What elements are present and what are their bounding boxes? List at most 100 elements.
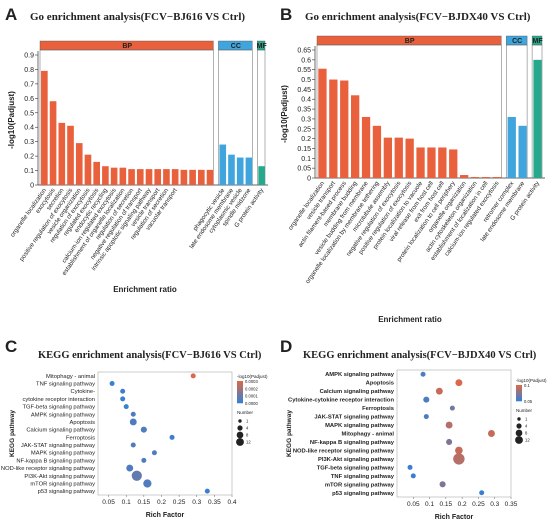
x-tick-label: 0.4 (227, 499, 236, 506)
chart-c: C KEGG enrichment analysis(FCV−BJ616 VS C… (1, 337, 268, 519)
data-point (140, 426, 147, 433)
y-tick-label: PI3K-Akt signaling pathway (318, 457, 395, 463)
data-point (130, 411, 136, 417)
bar (236, 157, 244, 185)
y-tick-label: 0.6 (24, 96, 34, 103)
color-legend-label: 0.0002 (245, 386, 258, 391)
data-point (479, 490, 485, 496)
y-tick-label: PI3K-Akt signaling pathway (24, 474, 95, 480)
bar (507, 116, 516, 178)
size-legend-label: 8 (525, 431, 528, 436)
bar (228, 154, 235, 185)
group-label: MF (532, 38, 543, 45)
size-legend-label: 12 (525, 438, 530, 443)
x-tick-label: 0.05 (102, 499, 115, 506)
y-tick-label: 0 (30, 183, 34, 190)
x-tick-label: 0.35 (505, 501, 518, 508)
bar (427, 147, 436, 178)
data-point (455, 446, 463, 455)
group-frame (257, 49, 266, 186)
bar (154, 169, 162, 185)
y-tick-label: JAK-STAT signaling pathway (314, 415, 394, 421)
data-point (151, 450, 157, 456)
panel-letter: C (5, 337, 17, 356)
group-frame (506, 44, 528, 179)
data-point (129, 418, 137, 426)
bar (533, 59, 542, 178)
color-legend-swatch (516, 396, 522, 399)
x-tick-label: 0.25 (173, 499, 186, 506)
y-axis-label: -log10(Padjust) (7, 91, 16, 149)
bar (383, 137, 392, 178)
y-tick-label: 0.3 (24, 139, 34, 146)
color-legend-swatch (237, 400, 243, 404)
bar (351, 95, 360, 178)
x-axis-label: Rich Factor (435, 514, 474, 521)
data-point (120, 396, 126, 402)
size-legend-dot (517, 417, 521, 421)
y-tick-label: Ferroptosis (66, 435, 95, 441)
panel-a: A Go enrichment analysis(FCV−BJ616 VS Ctr… (0, 0, 275, 330)
bar (416, 147, 425, 178)
bar (219, 144, 227, 185)
bar (394, 137, 403, 178)
size-legend-label: 1 (525, 417, 528, 422)
size-legend-label: 1 (246, 419, 249, 424)
size-legend-dot (236, 431, 244, 439)
y-tick-label: NOD-like receptor signaling pathway (1, 466, 95, 472)
y-tick-label: Calcium signaling pathway (26, 428, 95, 434)
data-point (109, 381, 115, 387)
chart-title: Go enrichment analysis(FCV−BJ616 VS Ctrl… (30, 11, 245, 23)
y-tick-label: 0.05 (297, 166, 311, 173)
bar (84, 154, 92, 185)
bar (110, 167, 118, 185)
size-legend-dot (515, 436, 523, 444)
x-tick-label: 0.15 (440, 501, 453, 508)
data-point (123, 404, 129, 410)
data-point (446, 438, 453, 446)
plot-frame (97, 371, 233, 496)
color-legend-swatch (516, 385, 522, 387)
x-tick-label: 0.3 (490, 501, 499, 508)
y-tick-label: 0.55 (297, 67, 311, 74)
y-tick-label: Calcium signaling pathway (320, 389, 395, 395)
chart-b: B Go enrichment analysis(FCV−BJDX40 VS Ct… (280, 5, 545, 324)
panel-b: B Go enrichment analysis(FCV−BJDX40 VS Ct… (275, 0, 550, 330)
size-legend-dot (237, 425, 243, 431)
bar (518, 125, 527, 178)
bar (438, 147, 447, 178)
bar (128, 169, 135, 185)
group-frame (218, 49, 253, 186)
y-tick-label: 0.4 (24, 125, 34, 132)
x-tick-label: 0.2 (157, 499, 166, 506)
y-tick-label: MAPK signaling pathway (31, 451, 95, 457)
size-legend-label: 4 (246, 426, 249, 431)
bar (75, 143, 83, 185)
y-tick-label: 0.45 (297, 87, 311, 94)
data-point (120, 388, 126, 394)
x-tick-label: 0.3 (192, 499, 201, 506)
color-legend-swatch (237, 381, 243, 384)
panel-d: D KEGG enrichment analysis(FCV−BJDX40 VS … (275, 330, 550, 528)
color-legend-title: -log10(Padjust) (237, 374, 268, 379)
color-legend-swatch (516, 394, 522, 397)
data-point (141, 457, 147, 463)
color-legend-swatch (237, 387, 243, 391)
y-axis-label: KEGG pathway (9, 410, 16, 457)
size-legend-dot (516, 423, 522, 429)
color-legend-swatch (516, 391, 522, 394)
color-legend-swatch (237, 394, 243, 397)
color-legend-swatch (516, 397, 522, 400)
size-legend-label: 8 (246, 433, 249, 438)
y-tick-label: 0.6 (301, 57, 311, 64)
bar (189, 169, 196, 185)
y-tick-label: Apoptosis (70, 420, 96, 426)
color-legend-swatch (237, 389, 243, 393)
color-legend-swatch (516, 393, 522, 395)
y-tick-label: 0.1 (301, 156, 311, 163)
bar (329, 79, 338, 178)
y-tick-label: Cytokine-cytokine receptor interaction (288, 398, 394, 404)
y-tick-label: 0.25 (297, 126, 311, 133)
bar (58, 122, 66, 185)
bar (340, 80, 349, 178)
